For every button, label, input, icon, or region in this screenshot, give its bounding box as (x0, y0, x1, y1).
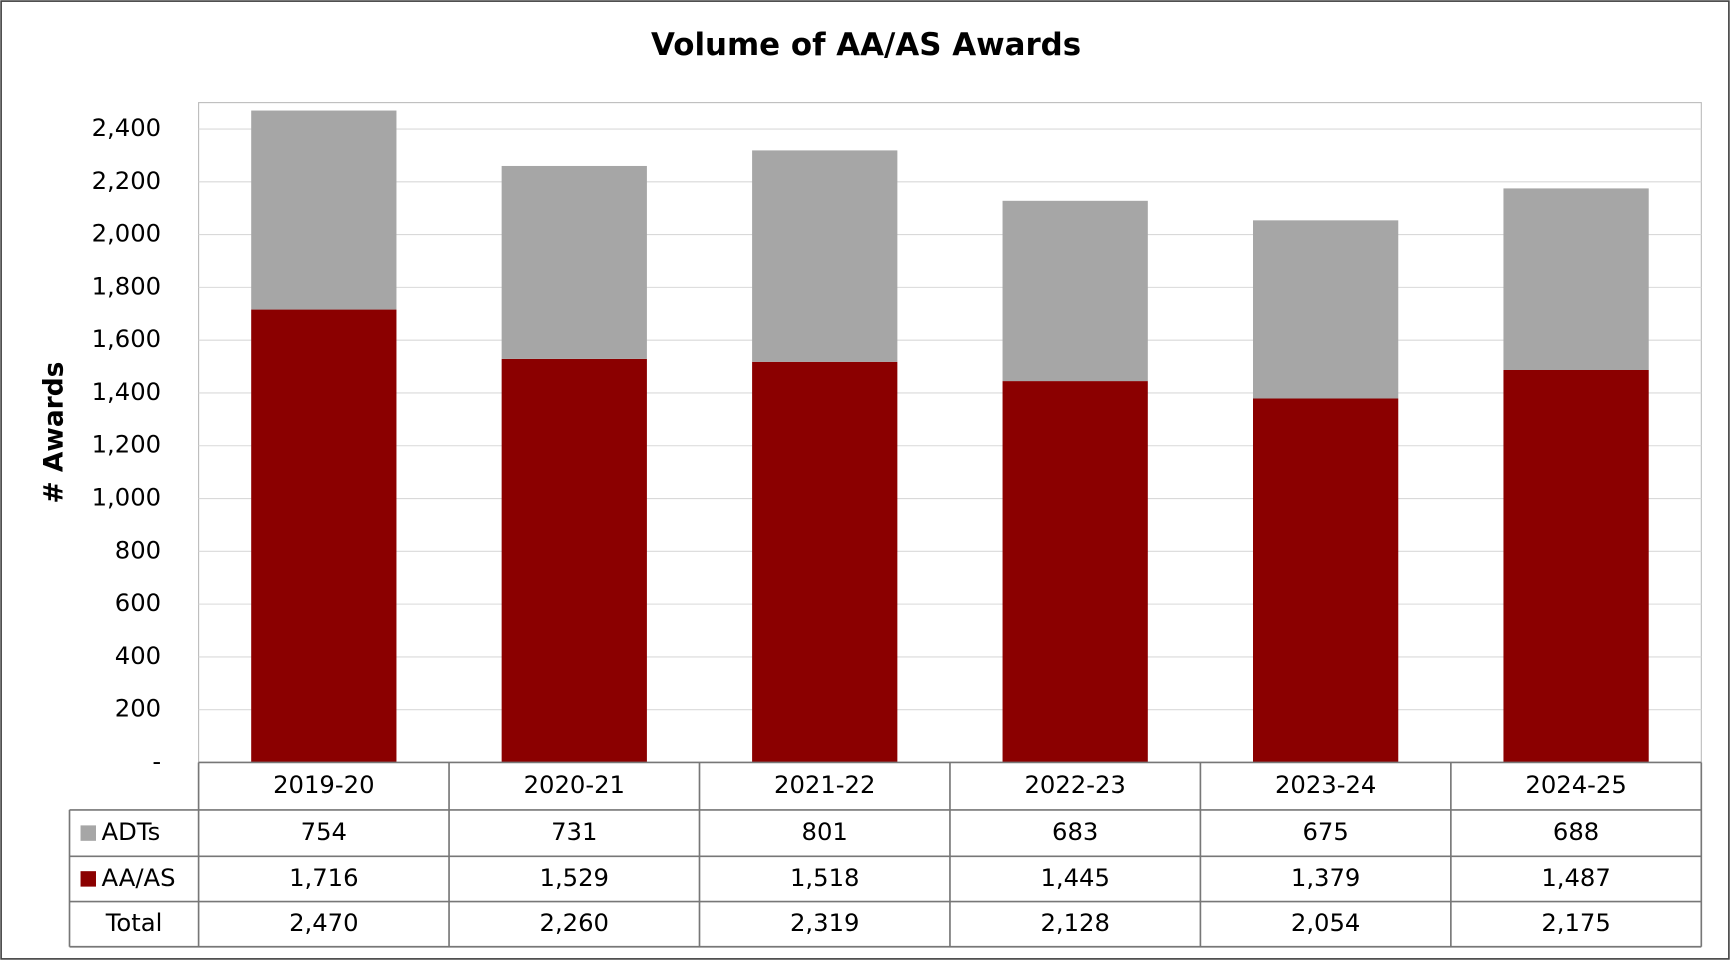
total-value: 2,260 (540, 908, 609, 937)
bar (1253, 398, 1399, 763)
x-tick-label: 2022-23 (1024, 770, 1125, 799)
total-label: Total (105, 908, 163, 937)
x-tick-label: 2019-20 (273, 770, 374, 799)
y-tick-label: 600 (115, 588, 161, 617)
y-tick-label: - (152, 746, 161, 775)
y-tick-label: 2,400 (92, 113, 161, 142)
total-value: 2,470 (289, 908, 358, 937)
total-value: 2,054 (1291, 908, 1360, 937)
y-tick-label: 1,400 (92, 377, 161, 406)
bar (251, 110, 397, 310)
data-label: 801 (802, 817, 848, 846)
legend-swatch (80, 871, 96, 887)
bar (501, 358, 647, 763)
bar (752, 361, 898, 763)
chart-title: Volume of AA/AS Awards (651, 27, 1081, 63)
data-label: 1,379 (1291, 863, 1360, 892)
data-label: 675 (1302, 817, 1348, 846)
x-tick-label: 2024-25 (1525, 770, 1626, 799)
legend-label: ADTs (102, 817, 161, 846)
legend-label: AA/AS (102, 863, 176, 892)
total-value: 2,319 (790, 908, 859, 937)
bar (1503, 188, 1649, 370)
bar (1503, 369, 1649, 763)
data-label: 1,487 (1541, 863, 1610, 892)
x-tick-label: 2021-22 (774, 770, 875, 799)
data-label: 1,529 (540, 863, 609, 892)
data-label: 1,716 (289, 863, 358, 892)
data-label: 688 (1553, 817, 1599, 846)
y-tick-label: 1,800 (92, 271, 161, 300)
bar (1002, 200, 1148, 382)
x-tick-label: 2023-24 (1275, 770, 1376, 799)
y-tick-label: 2,200 (92, 166, 161, 195)
data-label: 1,518 (790, 863, 859, 892)
data-label: 1,445 (1040, 863, 1109, 892)
data-label: 754 (301, 817, 347, 846)
bar (501, 165, 647, 359)
legend-swatch (80, 825, 96, 841)
y-tick-label: 1,000 (92, 483, 161, 512)
bar (1253, 220, 1399, 399)
total-value: 2,128 (1040, 908, 1109, 937)
bar (251, 309, 397, 763)
y-tick-label: 800 (115, 535, 161, 564)
bar (1002, 381, 1148, 763)
x-tick-label: 2020-21 (524, 770, 625, 799)
y-tick-label: 400 (115, 641, 161, 670)
y-tick-label: 200 (115, 694, 161, 723)
y-axis-title: # Awards (39, 362, 70, 504)
total-value: 2,175 (1541, 908, 1610, 937)
bar (752, 150, 898, 362)
y-tick-label: 1,600 (92, 324, 161, 353)
y-tick-label: 2,000 (92, 219, 161, 248)
data-label: 683 (1052, 817, 1098, 846)
y-tick-label: 1,200 (92, 430, 161, 459)
data-label: 731 (551, 817, 597, 846)
